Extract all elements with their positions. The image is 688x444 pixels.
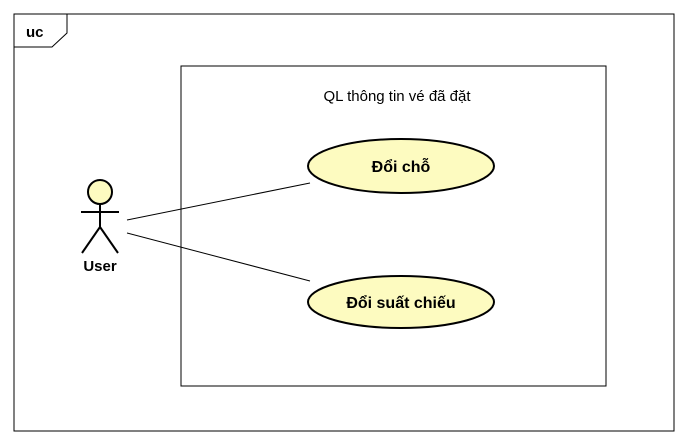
use-case-label: Đổi chỗ: [372, 157, 431, 176]
actor-user[interactable]: User: [81, 179, 119, 275]
system-boundary-title: QL thông tin vé đã đặt: [323, 88, 471, 105]
use-case-ellipse: [307, 275, 495, 329]
frame-tag-box: [13, 13, 68, 48]
use-case-doi-suat-chieu[interactable]: Đổi suất chiếu: [307, 275, 495, 329]
use-case-doi-cho[interactable]: Đổi chỗ: [307, 138, 495, 194]
system-boundary: [180, 65, 607, 387]
use-case-ellipse: [307, 138, 495, 194]
actor-right-leg: [99, 226, 119, 254]
association-user-doi-suat-chieu: [126, 232, 311, 282]
frame-tag: uc: [26, 24, 44, 41]
use-case-label: Đổi suất chiếu: [346, 294, 455, 312]
actor-label: User: [83, 258, 117, 275]
association-user-doi-cho: [126, 182, 311, 221]
actor-left-leg: [81, 226, 101, 254]
actor-head-icon: [87, 179, 113, 205]
